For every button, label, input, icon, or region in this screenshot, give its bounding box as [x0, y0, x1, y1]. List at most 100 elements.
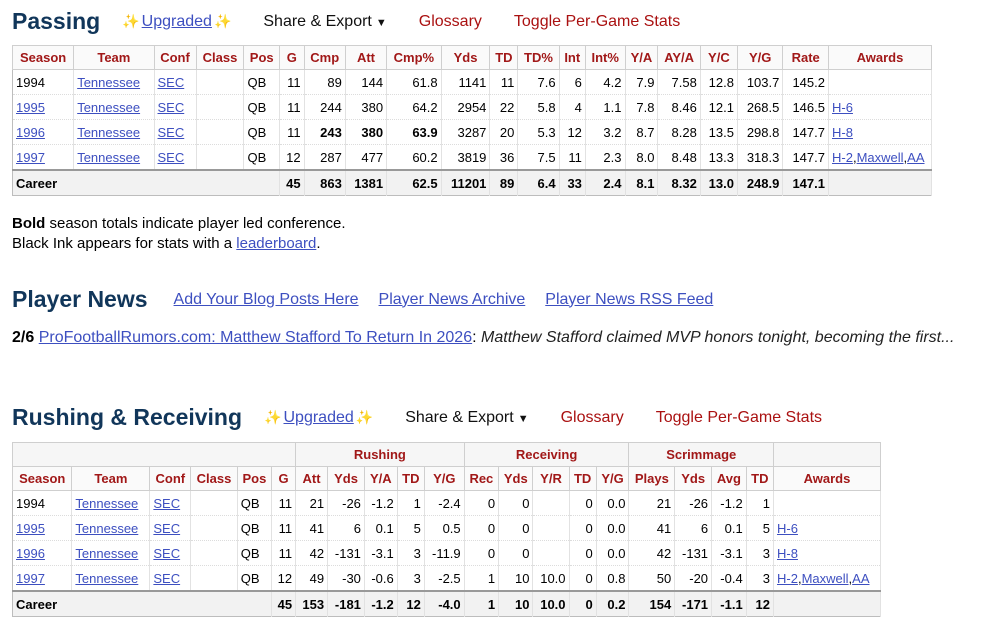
stat-cell: 0 — [498, 540, 534, 566]
col-header[interactable]: Yds — [498, 466, 534, 491]
col-header[interactable]: TD — [568, 466, 597, 491]
col-header[interactable]: Rate — [782, 45, 829, 70]
col-header[interactable]: AY/A — [657, 45, 701, 70]
col-header[interactable]: Team — [71, 466, 151, 491]
passing-share-export-menu[interactable]: Share & Export ▼ — [263, 13, 386, 31]
team-link[interactable]: Tennessee — [75, 545, 139, 561]
rushing-glossary-link[interactable]: Glossary — [560, 408, 624, 426]
award-link[interactable]: AA — [852, 570, 870, 586]
col-header[interactable]: Class — [195, 45, 245, 70]
team-link[interactable]: Tennessee — [77, 124, 141, 140]
passing-glossary-link[interactable]: Glossary — [418, 12, 482, 30]
col-header[interactable]: Y/G — [595, 466, 630, 491]
conf-link[interactable]: SEC — [157, 124, 185, 140]
stat-cell: 10.0 — [532, 590, 570, 617]
col-header[interactable]: TD — [745, 466, 775, 491]
col-header[interactable]: Att — [344, 45, 388, 70]
award-link[interactable]: Maxwell — [856, 149, 904, 165]
passing-upgraded-link[interactable]: Upgraded — [141, 12, 212, 30]
player-news-rss-link[interactable]: Player News RSS Feed — [545, 290, 714, 308]
news-headline-link[interactable]: ProFootballRumors.com: Matthew Stafford … — [38, 329, 473, 346]
conf-link[interactable]: SEC — [153, 570, 181, 586]
col-header[interactable]: Int — [558, 45, 586, 70]
col-header[interactable]: Class — [190, 466, 238, 491]
rushing-toggle-per-game[interactable]: Toggle Per-Game Stats — [655, 408, 823, 426]
col-header[interactable]: Yds — [674, 466, 713, 491]
season-link[interactable]: 1997 — [16, 149, 45, 165]
col-header[interactable]: Yds — [440, 45, 491, 70]
leaderboard-link[interactable]: leaderboard — [236, 235, 317, 252]
col-header[interactable]: Season — [11, 45, 75, 70]
rushing-share-export-menu[interactable]: Share & Export ▼ — [405, 409, 528, 427]
season-link[interactable]: 1996 — [16, 124, 45, 140]
award-link[interactable]: H-2 — [832, 149, 853, 165]
col-header[interactable]: Y/G — [736, 45, 784, 70]
col-header[interactable]: Y/A — [363, 466, 398, 491]
col-header[interactable]: Y/C — [699, 45, 738, 70]
rushing-upgraded[interactable]: ✨ Upgraded ✨ — [264, 409, 373, 427]
award-link[interactable]: H-8 — [832, 124, 853, 140]
season-link[interactable]: 1995 — [16, 99, 45, 115]
season-link[interactable]: 1996 — [16, 545, 45, 561]
col-header[interactable]: Season — [11, 466, 73, 491]
award-link[interactable]: H-6 — [832, 99, 853, 115]
passing-upgraded[interactable]: ✨ Upgraded ✨ — [122, 13, 231, 31]
col-header[interactable]: Avg — [711, 466, 747, 491]
add-blog-posts-link[interactable]: Add Your Blog Posts Here — [173, 290, 359, 308]
col-header[interactable]: TD% — [517, 45, 560, 70]
stat-cell: 8.48 — [657, 144, 701, 170]
player-news-archive-link[interactable]: Player News Archive — [378, 290, 526, 308]
col-header[interactable]: Int% — [584, 45, 626, 70]
col-header[interactable]: G — [271, 466, 297, 491]
col-header[interactable]: TD — [489, 45, 519, 70]
col-header[interactable]: Rec — [463, 466, 500, 491]
awards-cell: H-6 — [773, 515, 881, 541]
col-header[interactable]: G — [278, 45, 305, 70]
team-link[interactable]: Tennessee — [77, 149, 141, 165]
col-header[interactable]: TD — [396, 466, 425, 491]
passing-toggle-per-game[interactable]: Toggle Per-Game Stats — [513, 12, 681, 30]
conf-link[interactable]: SEC — [157, 149, 185, 165]
stat-cell: 12.1 — [700, 94, 738, 120]
col-header[interactable]: Pos — [236, 466, 273, 491]
season-link[interactable]: 1997 — [16, 570, 45, 586]
rushing-upgraded-link[interactable]: Upgraded — [283, 408, 354, 426]
player-news-header: Player News Add Your Blog Posts Here Pla… — [12, 286, 713, 313]
award-link[interactable]: H-6 — [777, 520, 798, 536]
stat-cell: -30 — [327, 565, 365, 591]
season-link[interactable]: 1995 — [16, 520, 45, 536]
col-header[interactable]: Pos — [243, 45, 280, 70]
col-header[interactable]: Team — [73, 45, 155, 70]
stat-cell: 6 — [559, 69, 586, 95]
team-link[interactable]: Tennessee — [77, 74, 141, 90]
award-link[interactable]: H-8 — [777, 545, 798, 561]
conf-link[interactable]: SEC — [153, 495, 181, 511]
col-header[interactable]: Conf — [149, 466, 192, 491]
col-header[interactable]: Yds — [327, 466, 365, 491]
note-text: . — [316, 235, 321, 252]
conf-link[interactable]: SEC — [153, 545, 181, 561]
col-header[interactable]: Y/G — [423, 466, 465, 491]
award-link[interactable]: AA — [907, 149, 925, 165]
team-link[interactable]: Tennessee — [75, 520, 139, 536]
award-link[interactable]: Maxwell — [801, 570, 849, 586]
conf-link[interactable]: SEC — [157, 74, 185, 90]
stat-cell: 8.1 — [625, 169, 659, 196]
conf-link[interactable]: SEC — [157, 99, 185, 115]
conf-link[interactable]: SEC — [153, 520, 181, 536]
team-link[interactable]: Tennessee — [75, 570, 139, 586]
award-link[interactable]: H-2 — [777, 570, 798, 586]
col-header[interactable]: Y/R — [532, 466, 570, 491]
col-header[interactable]: Awards — [828, 45, 932, 70]
team-link[interactable]: Tennessee — [75, 495, 139, 511]
col-header[interactable]: Awards — [773, 466, 881, 491]
col-header[interactable]: Y/A — [624, 45, 659, 70]
col-header[interactable]: Cmp% — [386, 45, 442, 70]
stat-cell: 7.9 — [625, 69, 659, 95]
col-header[interactable]: Plays — [628, 466, 676, 491]
col-header[interactable]: Cmp — [303, 45, 346, 70]
passing-title: Passing — [12, 8, 101, 34]
col-header[interactable]: Att — [295, 466, 329, 491]
team-link[interactable]: Tennessee — [77, 99, 141, 115]
col-header[interactable]: Conf — [153, 45, 197, 70]
